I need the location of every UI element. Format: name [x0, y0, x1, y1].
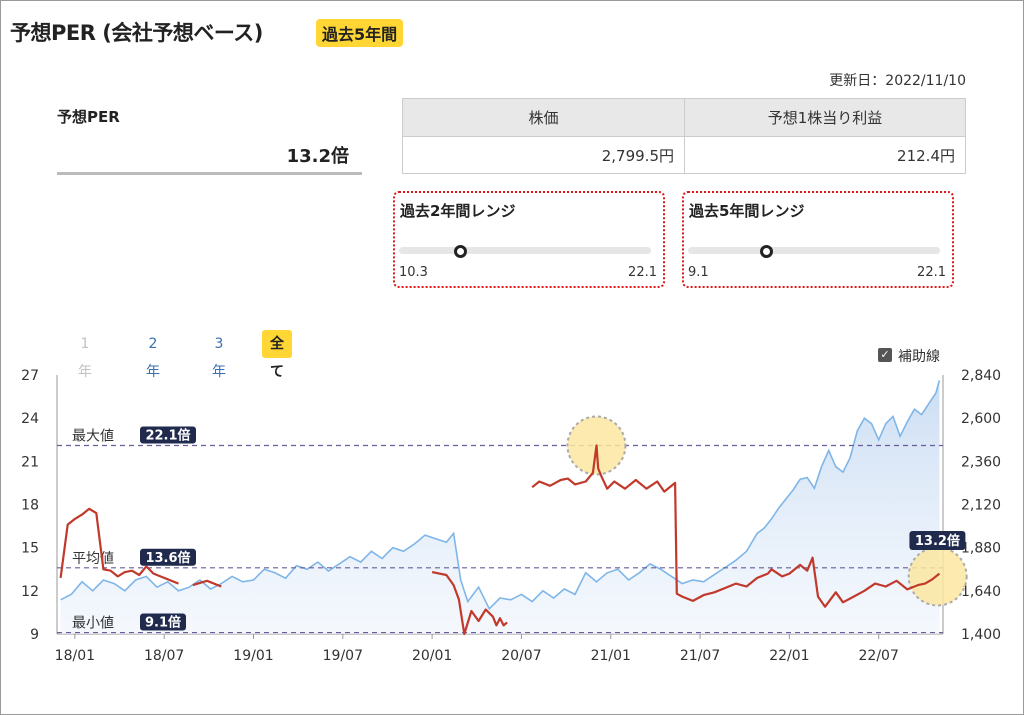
range-min: 9.1 [688, 265, 709, 280]
stock-price-value: 2,799.5円 [402, 136, 685, 174]
range-min: 10.3 [399, 265, 428, 280]
range-marker [453, 245, 467, 258]
range-max: 22.1 [917, 265, 946, 280]
per-label: 予想PER [57, 108, 120, 126]
range-5year: 過去5年間レンジ 9.1 22.1 [682, 191, 954, 288]
period-badge: 過去5年間 [316, 19, 404, 47]
stock-table: 株価 予想1株当り利益 2,799.5円 212.4円 [402, 98, 966, 174]
tab-2year[interactable]: 2年 [146, 336, 160, 380]
range-title: 過去5年間レンジ [689, 202, 805, 220]
range-max: 22.1 [628, 265, 657, 280]
updated-date: 更新日：2022/11/10 [829, 73, 966, 89]
eps-header: 予想1株当り利益 [684, 98, 966, 137]
stock-price-header: 株価 [402, 98, 685, 137]
stock-table-value-row: 2,799.5円 212.4円 [402, 136, 966, 174]
checkbox-icon[interactable]: ✓ [878, 348, 892, 362]
range-marker [760, 245, 774, 258]
range-2year: 過去2年間レンジ 10.3 22.1 [393, 191, 665, 288]
range-track [688, 247, 940, 254]
tab-3year[interactable]: 3年 [212, 336, 226, 380]
per-underline [57, 172, 362, 175]
stock-table-header-row: 株価 予想1株当り利益 [402, 98, 966, 137]
eps-value: 212.4円 [684, 136, 966, 174]
per-value: 13.2倍 [286, 146, 349, 167]
page-title: 予想PER (会社予想ベース) [10, 21, 263, 45]
aux-lines-label: 補助線 [898, 349, 940, 365]
range-track [399, 247, 651, 254]
tab-all[interactable]: 全て [262, 330, 292, 380]
tab-1year[interactable]: 1年 [78, 336, 92, 380]
range-title: 過去2年間レンジ [400, 202, 516, 220]
